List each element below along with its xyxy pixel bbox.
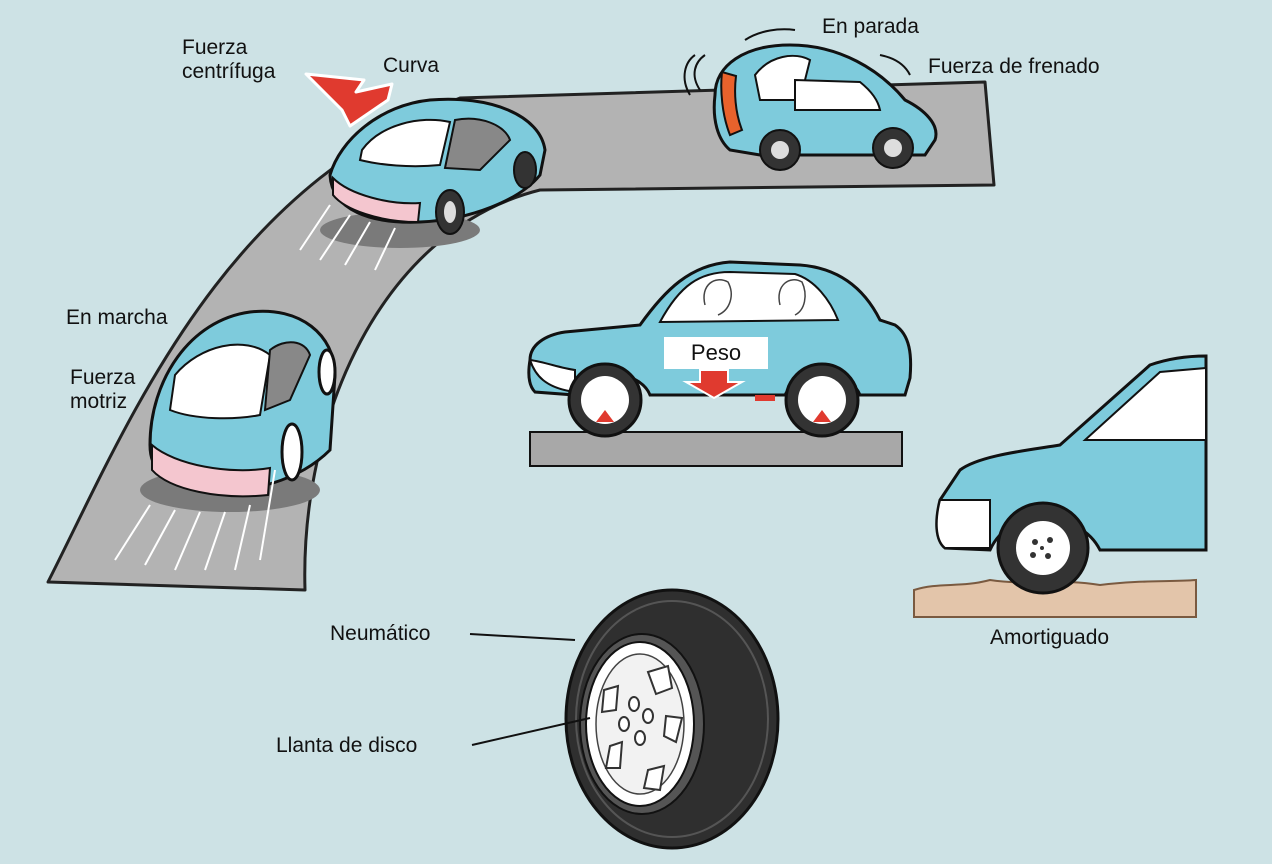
tire-wheel-icon (564, 588, 780, 850)
disc-wheel-label: Llanta de disco (276, 734, 418, 757)
weight-arrow (682, 369, 746, 400)
tire-label: Neumático (330, 622, 431, 645)
cushioning-label: Amortiguado (990, 626, 1110, 649)
centrifugal-force-arrow (304, 72, 394, 128)
car-driving-icon (114, 309, 337, 571)
tire-callout-line (469, 633, 576, 641)
car-side-weight-icon (527, 260, 913, 467)
stopping-label: En parada (822, 15, 919, 38)
braking-force-label: Fuerza de frenado (928, 55, 1100, 78)
weight-label: Peso (664, 337, 768, 369)
curve-label: Curva (383, 54, 440, 77)
car-cornering-icon (299, 97, 547, 271)
disc-wheel-callout-line (471, 717, 591, 746)
car-cushioning-icon (913, 354, 1208, 618)
centrifugal-force-label: Fuerza centrífuga (182, 36, 276, 83)
driving-label: En marcha (66, 306, 168, 329)
driving-force-label: Fuerza motriz (70, 366, 136, 413)
car-braking-icon (683, 28, 938, 171)
